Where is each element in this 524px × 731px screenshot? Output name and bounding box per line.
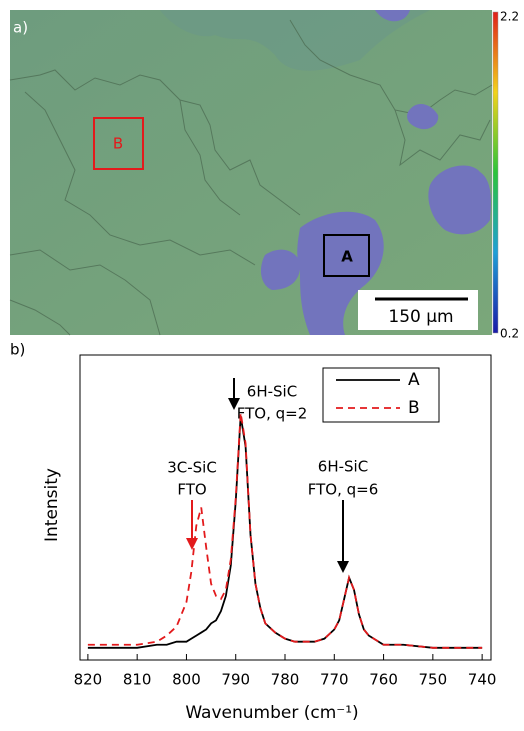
scale-bar-box: [358, 290, 478, 330]
x-tick-label: 770: [320, 671, 349, 689]
legend-box: [322, 367, 440, 423]
arrow-head: [228, 398, 240, 410]
x-tick-label: 810: [123, 671, 152, 689]
arrow-head: [337, 561, 349, 573]
annotation: 6H-SiC: [247, 383, 297, 401]
annotation: 6H-SiC: [318, 458, 368, 476]
annotation: FTO, q=6: [308, 481, 379, 499]
x-tick-label: 740: [468, 671, 497, 689]
map-panel: B A 150 µm a) 2.2 0.2: [9, 10, 519, 341]
region-label: B: [113, 135, 123, 153]
map-image: [10, 10, 492, 335]
region-box-a: [323, 234, 370, 277]
arrows: [186, 378, 349, 573]
map-region: [160, 10, 430, 71]
x-tick-label: 780: [271, 671, 300, 689]
region-label: A: [341, 248, 353, 266]
y-axis-label: Intensity: [42, 468, 62, 542]
colorbar-min: 0.2: [500, 327, 519, 341]
annotation: FTO, q=2: [237, 405, 308, 423]
annotation: FTO: [177, 481, 206, 499]
legend-label: B: [408, 398, 420, 418]
series-line: [87, 412, 483, 649]
panel-label: a): [13, 19, 28, 37]
blue-regions: [260, 10, 491, 335]
colorbar: [492, 11, 499, 334]
annotation: 3C-SiC: [167, 459, 217, 477]
region-box-b: [93, 117, 144, 170]
x-tick-label: 760: [369, 671, 398, 689]
colorbar-max: 2.2: [500, 10, 519, 24]
series-line: [87, 415, 483, 649]
legend-label: A: [408, 370, 420, 390]
scale-bar-label: 150 µm: [388, 307, 453, 327]
x-axis-label: Wavenumber (cm⁻¹): [185, 703, 358, 723]
x-tick-label: 750: [419, 671, 448, 689]
x-tick-label: 790: [221, 671, 250, 689]
arrow-head: [186, 538, 198, 550]
x-tick-label: 800: [172, 671, 201, 689]
x-tick-label: 820: [74, 671, 103, 689]
panel-label: b): [10, 341, 25, 359]
